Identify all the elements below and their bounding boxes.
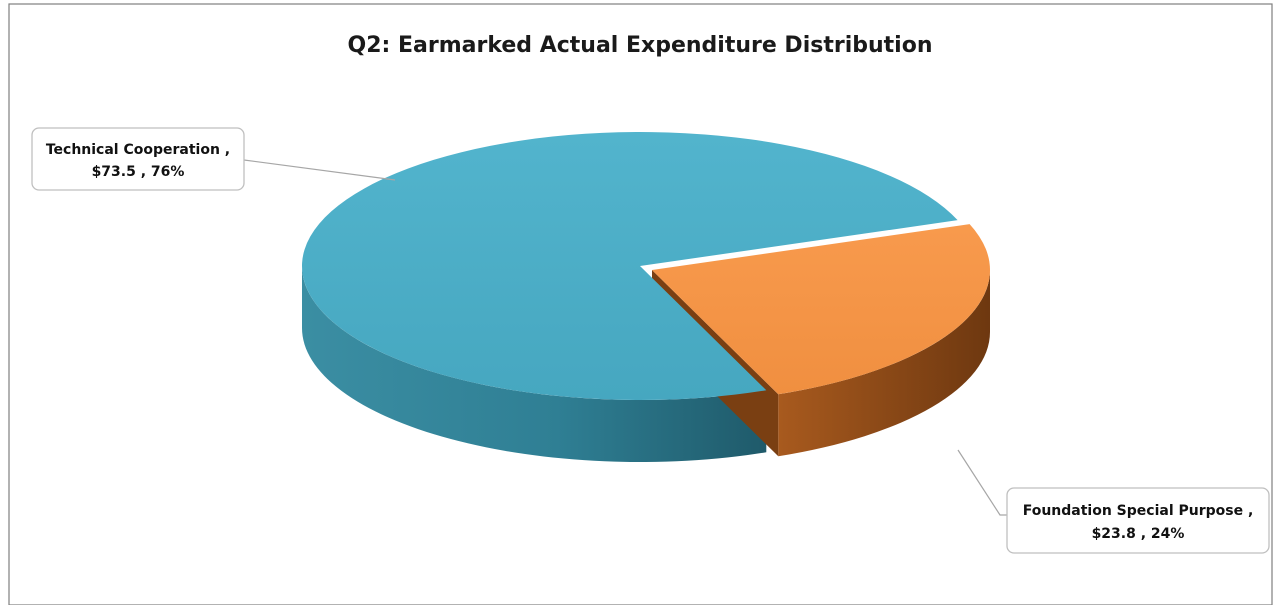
data-label-technical-cooperation: Technical Cooperation , $73.5 , 76% <box>31 127 245 191</box>
pie-slice-technical-cooperation <box>302 132 958 401</box>
leader-line-technical-cooperation <box>243 159 396 181</box>
data-label-line2: $73.5 , 76% <box>92 164 185 180</box>
pie-side-foundation-special-purpose <box>778 270 990 457</box>
pie-plot-area <box>302 132 990 462</box>
pie-side-technical-cooperation <box>302 266 767 462</box>
data-label-line2: $23.8 , 24% <box>1092 526 1185 542</box>
chart-title: Q2: Earmarked Actual Expenditure Distrib… <box>348 33 933 58</box>
data-label-box <box>1006 487 1270 554</box>
data-label-line1: Technical Cooperation , <box>46 142 230 158</box>
leader-line-foundation-special-purpose <box>957 449 1007 516</box>
data-label-line1: Foundation Special Purpose , <box>1023 503 1254 519</box>
data-label-foundation-special-purpose: Foundation Special Purpose , $23.8 , 24% <box>1006 487 1270 554</box>
pie-slice-foundation-special-purpose <box>652 224 990 395</box>
data-label-box <box>31 127 245 191</box>
